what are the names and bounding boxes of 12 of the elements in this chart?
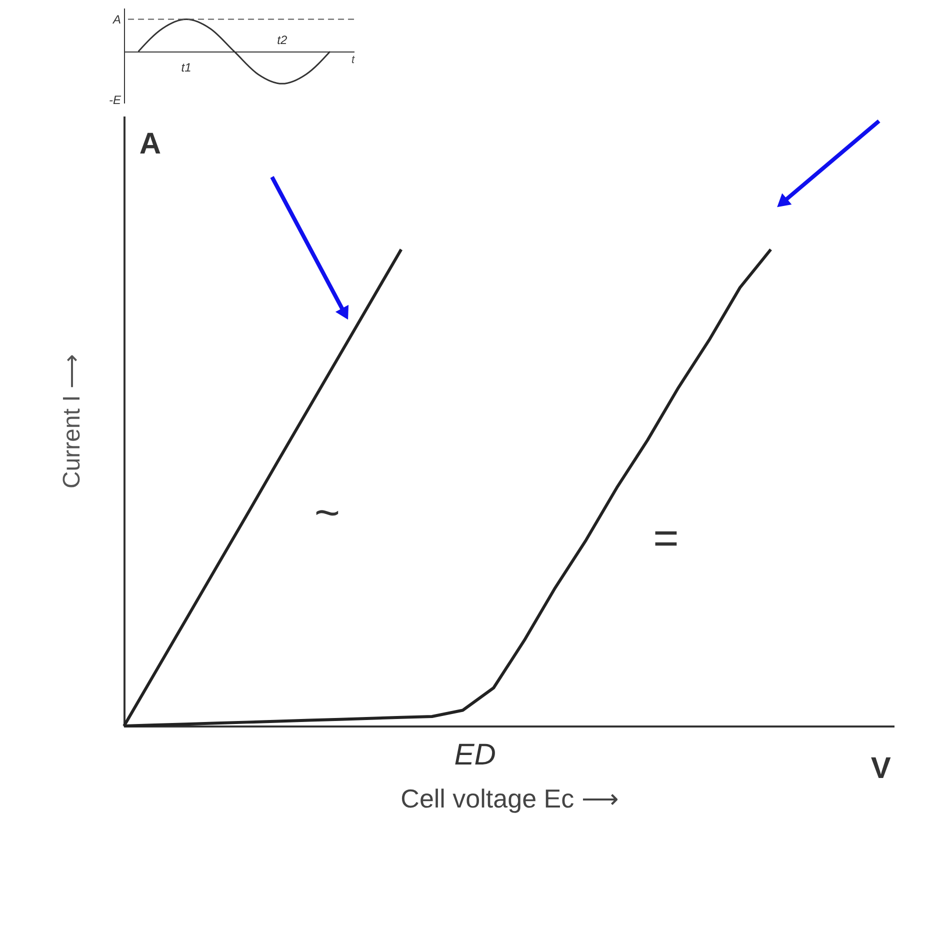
text: A <box>139 128 162 161</box>
annotation: t1 <box>181 60 192 75</box>
text: -E <box>109 92 122 107</box>
text: V <box>870 752 891 785</box>
y-axis-title: Current I ⟶ <box>58 354 86 489</box>
series-label: = <box>653 514 679 564</box>
x-axis-title: t <box>351 54 356 66</box>
x-axis-title: Cell voltage Ec ⟶ <box>400 784 618 814</box>
text: ED <box>454 738 496 772</box>
text: A <box>112 12 121 26</box>
series-label: ~ <box>314 488 340 538</box>
annotation: t2 <box>277 33 288 48</box>
